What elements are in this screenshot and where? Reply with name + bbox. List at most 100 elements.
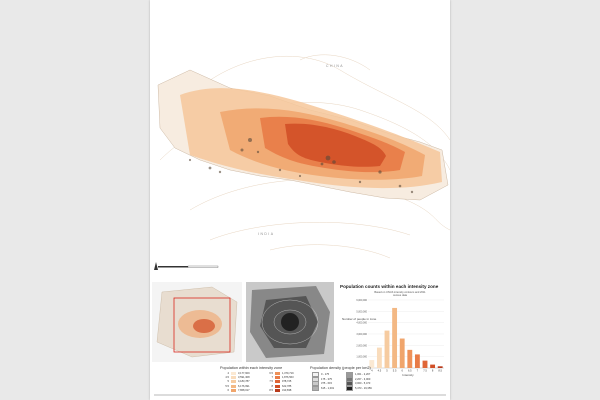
chart-xtick-label: 6	[401, 369, 403, 373]
chart-xtick-label: 5.5	[393, 369, 397, 373]
legend-intensity-item: 7.5 978,725	[266, 380, 292, 384]
legend-swatch	[231, 388, 236, 392]
legend-density-item: 5,473 - 19,359	[346, 385, 372, 391]
legend-intensity-item: 6.5 1,379,719	[266, 372, 294, 375]
legend-swatch	[312, 385, 319, 391]
chart-ylabel: Number of people in zone	[342, 317, 377, 321]
legend-swatch	[231, 384, 236, 388]
legend-intensity-value: 313,838	[282, 388, 292, 392]
chart-ytick-label: 5,000,000	[356, 310, 367, 313]
legend-swatch	[312, 381, 319, 387]
legend-intensity-item: 4.5 3,591,308	[222, 376, 250, 380]
legend-intensity-label: 7.5	[269, 380, 273, 384]
chart-bars	[369, 307, 443, 368]
label-china: CHINA	[326, 64, 345, 68]
chart-ytick-label: 3,000,000	[356, 333, 367, 336]
chart-xtick-label: 6.5	[408, 369, 412, 373]
legend-intensity-value: 1,876,563	[282, 376, 294, 380]
legend-intensity-label: 8	[271, 384, 273, 388]
legend-swatch	[231, 380, 236, 384]
legend-intensity-label: 7	[271, 376, 273, 380]
legend-intensity-label: 6	[227, 388, 229, 392]
legend-density-item: 3,000 - 5,473	[346, 381, 370, 387]
chart-subtitle: Based on USGS intensity contours and 201…	[374, 291, 426, 297]
legend-density-title: Population density (people per km2)	[310, 366, 371, 370]
legend-swatch	[312, 372, 319, 377]
legend-intensity-value: 622,785	[282, 384, 292, 388]
legend-swatch	[312, 376, 319, 382]
legend-density-label: 2,207 - 3,000	[355, 377, 371, 381]
legend-swatch	[231, 372, 236, 375]
chart-ytick-label: 1,000,000	[356, 356, 367, 359]
legend-density-label: 1,001 - 2,207	[355, 373, 371, 376]
legend-intensity-label: 8.5	[269, 388, 273, 392]
legend-density-item: 615 - 1,001	[312, 385, 335, 391]
legend-intensity-title: Population within each intensity zone	[220, 366, 283, 370]
legend-density-label: 375 - 615	[321, 382, 332, 386]
chart-xtick-label: 8.5	[438, 369, 442, 373]
legend-swatch	[275, 372, 280, 375]
legend-intensity-item: 5.5 6,176,991	[222, 384, 250, 388]
chart-bar-6.5	[407, 349, 413, 368]
legend-intensity-item: 6 7,868,017	[222, 388, 250, 392]
legend-intensity-item: 5 4,183,787	[222, 380, 250, 384]
chart-ytick-label: 4,000,000	[356, 322, 367, 325]
label-india: INDIA	[258, 232, 275, 236]
chart-xtick-label: 5	[386, 369, 388, 373]
chart-bar-4.5	[376, 347, 382, 368]
legend-intensity-item: 8.5 313,838	[266, 388, 292, 392]
chart-ytick-label: 6,000,000	[356, 299, 367, 302]
legend-intensity-value: 6,176,991	[238, 384, 250, 388]
legend-intensity-label: 4.5	[225, 376, 229, 380]
chart-bar-8.5	[437, 366, 443, 368]
chart-title: Population counts within each intensity …	[340, 284, 439, 289]
legend-density-item: 1,001 - 2,207	[346, 372, 370, 377]
chart-bar-7.5	[422, 360, 428, 368]
legend-intensity-label: 5.5	[225, 384, 229, 388]
legend-density-item: 2,207 - 3,000	[346, 376, 371, 382]
chart-bar-4	[369, 360, 375, 368]
chart-bar-5	[384, 330, 390, 368]
chart-xtick-label: 4	[371, 369, 373, 373]
intensity-zone-8	[285, 123, 386, 167]
legend-intensity-item: 4 3,177,609	[222, 372, 250, 375]
legend-density-item: 0 - 175	[312, 372, 329, 377]
chart-bar-7	[414, 354, 420, 368]
legend-swatch	[275, 384, 280, 388]
legend-density-item: 375 - 615	[312, 381, 332, 387]
legend-swatch	[275, 388, 280, 392]
chart-ytick-label: 2,000,000	[356, 344, 367, 347]
legend-swatch	[275, 376, 280, 380]
inset-density-map[interactable]	[246, 282, 334, 362]
legend-swatch	[231, 376, 236, 380]
chart-bar-6	[399, 338, 405, 368]
legend-swatch	[275, 380, 280, 384]
legend-swatch	[346, 385, 353, 391]
legend-intensity-value: 7,868,017	[238, 388, 250, 392]
main-map[interactable]	[150, 0, 450, 278]
legend-density-label: 5,473 - 19,359	[355, 386, 372, 390]
chart-xtick-label: 8	[432, 369, 434, 373]
legend-intensity-value: 4,183,787	[238, 380, 250, 384]
legend-intensity-label: 4	[227, 372, 229, 375]
legend-intensity-item: 8 622,785	[266, 384, 292, 388]
chart-xticks: 4 4.5 5 5.5 6 6.5 7 7.5 8 8.5	[371, 369, 442, 373]
legend-density-label: 175 - 375	[321, 377, 332, 381]
legend-density-label: 615 - 1,001	[321, 386, 335, 390]
inset-overview-map[interactable]	[152, 282, 242, 362]
population-intensity-chart: Number of people in zone Intensity 4 4.5 5…	[342, 299, 444, 377]
chart-xlabel: Intensity	[402, 373, 414, 377]
legend-swatch	[346, 372, 353, 377]
chart-xtick-label: 7.5	[423, 369, 427, 373]
legend-density-item: 175 - 375	[312, 376, 332, 382]
legend-intensity-value: 978,725	[282, 380, 292, 384]
map-poster: Nepal Red Cross Society International Fe…	[150, 0, 450, 400]
chart-yticks: 1,000,000 2,000,000 3,000,000 4,000,000 5,00…	[356, 299, 367, 359]
inset-extent-box	[173, 297, 231, 353]
legend-intensity-label: 6.5	[269, 372, 273, 375]
legend-intensity-item: 7 1,876,563	[266, 376, 294, 380]
legend-swatch	[346, 381, 353, 387]
legend-intensity-value: 1,379,719	[282, 372, 294, 375]
chart-xtick-label: 4.5	[378, 369, 382, 373]
scale-bar	[158, 265, 219, 268]
